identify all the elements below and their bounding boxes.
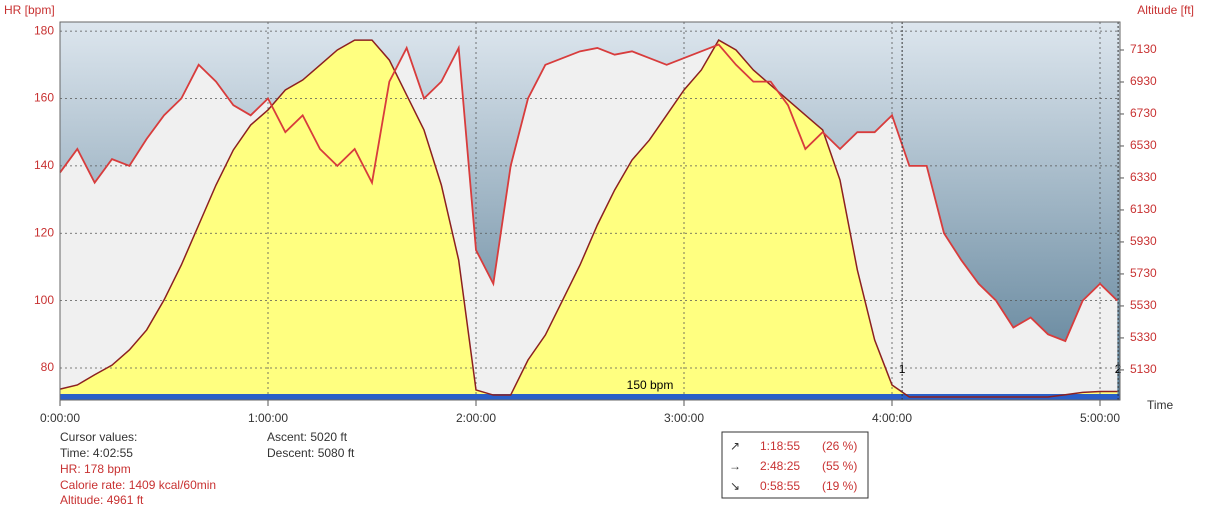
plot: 150 bpm 1 2 (59, 21, 1124, 406)
duration-cell: 1:18:55 (760, 439, 800, 453)
x-tick-label: 1:00:00 (248, 411, 288, 425)
y-tick-label: 120 (34, 225, 54, 239)
info-altitude: Altitude: 4961 ft (60, 493, 144, 507)
duration-cell: → (729, 459, 741, 473)
y-tick-label: 140 (34, 158, 54, 172)
x-tick-label: 3:00:00 (664, 411, 704, 425)
y2-tick-label: 5330 (1130, 330, 1157, 344)
x-axis-label: Time (1147, 398, 1174, 412)
y2-tick-label: 6930 (1130, 74, 1157, 88)
hr-line (59, 43, 1118, 343)
duration-cell: ↘ (730, 479, 740, 493)
y-tick-label: 160 (34, 91, 54, 105)
zone-label: 150 bpm (627, 378, 674, 392)
lap-label: 1 (899, 362, 906, 376)
info-ascent: Ascent: 5020 ft (267, 430, 348, 444)
info-descent: Descent: 5080 ft (267, 446, 355, 460)
y2-tick-label: 5530 (1130, 298, 1157, 312)
info-hr: HR: 178 bpm (60, 462, 131, 476)
altitude-line (59, 39, 1118, 398)
y2-tick-label: 6730 (1130, 106, 1157, 120)
y-tick-label: 100 (34, 293, 54, 307)
y2-tick-label: 5130 (1130, 362, 1157, 376)
y2-tick-label: 6330 (1130, 170, 1157, 184)
duration-cell: 2:48:25 (760, 459, 800, 473)
duration-box (721, 431, 869, 499)
y2-tick-label: 6130 (1130, 202, 1157, 216)
info-calorie: Calorie rate: 1409 kcal/60min (60, 478, 216, 492)
duration-cell: (55 %) (822, 459, 857, 473)
y2-tick-label: 6530 (1130, 138, 1157, 152)
y-tick-label: 180 (34, 23, 54, 37)
lap-label: 2 (1115, 362, 1122, 376)
x-tick-label: 4:00:00 (872, 411, 912, 425)
y2-tick-label: 5930 (1130, 234, 1157, 248)
duration-cell: 0:58:55 (760, 479, 800, 493)
y-axis-label: HR [bpm] (4, 3, 55, 17)
y2-tick-label: 5730 (1130, 266, 1157, 280)
y-tick-label: 80 (41, 360, 55, 374)
duration-cell: ↗ (730, 439, 740, 453)
duration-cell: (26 %) (822, 439, 857, 453)
y2-tick-label: 7130 (1130, 42, 1157, 56)
altitude-area (60, 40, 1118, 401)
duration-table: ↗ 1:18:55 (26 %) → 2:48:25 (55 %) ↘ 0:58:55 (19 … (729, 439, 857, 493)
duration-cell: (19 %) (822, 479, 857, 493)
plot-frame (59, 21, 1121, 401)
x-tick-label: 0:00:00 (40, 411, 80, 425)
zone-band (60, 394, 1120, 400)
x-tick-label: 2:00:00 (456, 411, 496, 425)
x-tick-label: 5:00:00 (1080, 411, 1120, 425)
y2-axis-label: Altitude [ft] (1137, 3, 1194, 17)
info-title: Cursor values: (60, 430, 137, 444)
info-time: Time: 4:02:55 (60, 446, 133, 460)
